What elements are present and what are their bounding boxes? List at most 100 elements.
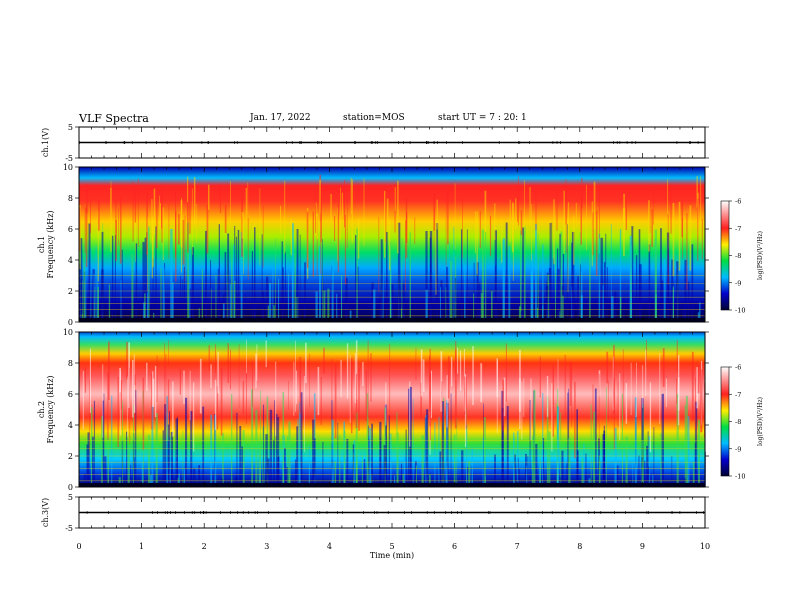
spectrogram-streak [193,468,196,487]
spectrogram-streak [169,411,170,487]
spectrogram-streak [462,197,463,258]
y-tick-label: 10 [63,328,73,337]
spectrogram-streak [581,177,583,209]
y-tick-label: 10 [63,163,73,172]
spectrogram-streak [290,218,292,255]
spectrogram-streak [654,229,657,322]
spectrogram-streak [344,180,345,228]
spectrogram-streak [339,434,341,487]
colorbar-label: log(PSD)(V²/Hz) [757,231,764,280]
spectrogram-streak [622,349,624,415]
spectrogram-streak [338,294,340,322]
spectrogram-streak [683,478,686,487]
spectrogram-streak [322,239,323,322]
spectrogram-streak [365,369,367,422]
spectrogram-streak [508,246,511,322]
spectrogram-streak [385,204,387,243]
spectrogram-streak [90,198,91,234]
spectrogram-streak [471,448,473,487]
spectrogram-streak [670,185,672,234]
spectrogram-streak [243,213,244,275]
spectrogram-streak [97,211,99,282]
spectrogram-streak [598,373,600,447]
spectrogram-streak [320,377,322,425]
spectrogram-streak [684,405,686,487]
spectrogram-streak [312,419,315,487]
spectrogram-streak [135,220,136,262]
spectrogram-streak [251,389,254,487]
y-tick-label: 6 [68,225,73,234]
spectrogram-streak [196,203,198,243]
spectrogram-streak [397,222,401,322]
spectrogram-streak [272,269,274,322]
spectrogram-streak [177,477,179,487]
spectrogram-streak [647,466,650,487]
spectrogram-streak [678,354,680,426]
spectrogram-streak [606,351,609,384]
spectrogram-streak [296,426,299,487]
spectrogram-streak [216,386,218,430]
spectrogram-streak [700,175,702,243]
spectrogram-streak [472,346,474,406]
spectrogram-streak [420,382,422,418]
spectrogram-streak [531,204,532,261]
spectrogram-streak [459,350,462,391]
spectrogram-streak [115,198,117,236]
spectrogram-streak [217,351,219,394]
spectrogram-streak [501,219,503,263]
spectrogram-streak [436,199,438,230]
spectrogram-streak [218,224,220,322]
spectrogram-streak [344,214,347,285]
spectrogram-streak [330,193,332,221]
spectrogram-streak [191,188,193,255]
spectrogram-streak [497,312,498,322]
y-tick-label: 4 [68,256,73,265]
spectrogram-streak [184,215,186,282]
spectrogram-streak [261,291,265,322]
spectrogram-streak [327,288,330,322]
spectrogram-streak [284,180,286,254]
spectrogram-streak [199,358,202,414]
y-tick-label: 8 [68,194,73,203]
spectrogram-streak [539,439,541,487]
spectrogram-streak [491,291,493,322]
spectrogram-streak [520,311,523,322]
spectrogram-streak [294,459,297,487]
spectrogram-streak [542,392,544,487]
spectrogram-streak [518,306,521,322]
spectrogram-streak [280,205,282,234]
spectrogram-streak [353,440,356,487]
spectrogram-streak [168,202,170,259]
spectrogram-streak [362,362,364,387]
spectrogram-streak [433,194,436,231]
spectrogram-streak [660,228,662,322]
spectrogram-streak [361,454,363,487]
spectrogram-streak [316,213,318,240]
spectrogram-streak [667,215,669,285]
spectrogram-streak [111,235,114,322]
spectrogram-streak [320,183,322,243]
spectrogram-streak [261,234,263,322]
spectrogram-streak [151,199,153,243]
spectrogram-streak [694,443,696,487]
spectrogram-streak [179,368,181,395]
spectrogram-streak [394,187,396,211]
spectrogram-streak [86,184,88,214]
spectrogram-streak [686,213,688,290]
spectrogram-streak [606,267,608,322]
spectrogram-streak [608,380,609,423]
spectrogram-streak [219,183,221,214]
spectrogram-streak [530,271,533,322]
spectrogram-streak [456,417,458,487]
spectrogram-streak [202,406,205,487]
spectrogram-streak [474,211,476,254]
x-tick-label: 10 [700,542,710,551]
spectrogram-streak [653,190,654,225]
spectrogram-streak [84,207,86,253]
spectrogram-streak [672,203,675,277]
spectrogram-streak [678,201,681,271]
spectrogram-streak [276,413,278,487]
spectrogram-streak [93,400,95,487]
spectrogram-streak [368,438,370,487]
